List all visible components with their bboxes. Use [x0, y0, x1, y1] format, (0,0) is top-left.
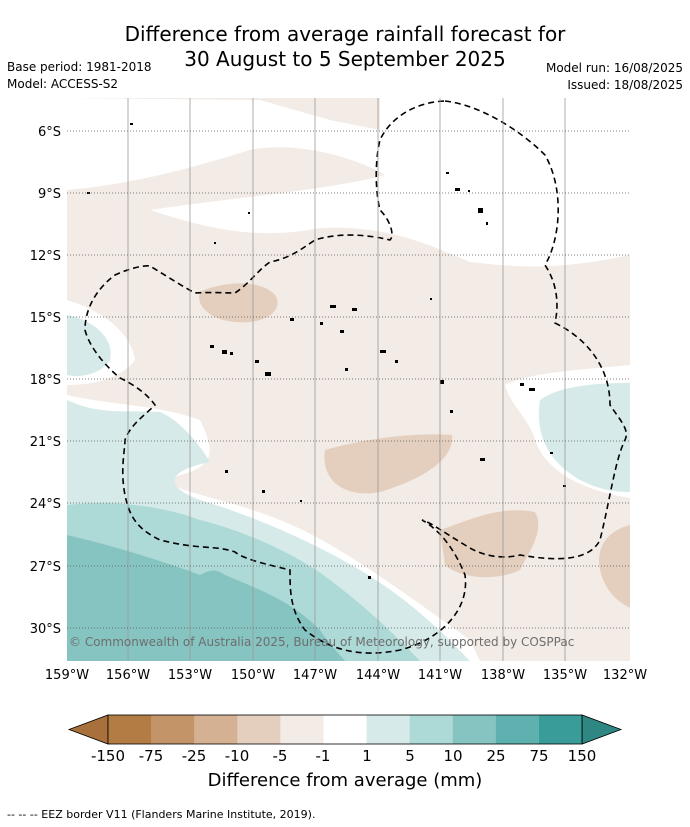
cb-tick-4: -5: [273, 747, 288, 765]
cb-tick-10: 75: [529, 747, 548, 765]
lon-labels: 159°W 156°W 153°W 150°W 147°W 144°W 141°…: [45, 668, 647, 683]
model-name: Model: ACCESS-S2: [7, 77, 119, 91]
lat-label-30s: 30°S: [30, 622, 61, 637]
lat-label-15s: 15°S: [30, 311, 61, 326]
lat-label-18s: 18°S: [30, 373, 61, 388]
colorbar-swatch: [237, 715, 281, 744]
colorbar-swatch: [194, 715, 238, 744]
eez-border-main: [84, 100, 628, 654]
cb-tick-11: 150: [568, 747, 597, 765]
lon-label-141w: 141°W: [418, 668, 462, 683]
colorbar-swatch: [108, 715, 152, 744]
colorbar-border: [107, 714, 583, 745]
colorbar-swatch: [495, 715, 540, 744]
meta-right: Model run: 16/08/2025 Issued: 18/08/2025: [546, 60, 683, 94]
wet-region-west: [67, 315, 111, 377]
title-line-1: Difference from average rainfall forecas…: [124, 22, 566, 46]
lon-label-135w: 135°W: [543, 668, 587, 683]
dry-patch-4: [599, 525, 630, 608]
lon-label-150w: 150°W: [231, 668, 275, 683]
lon-label-144w: 144°W: [356, 668, 400, 683]
cb-tick-8: 10: [443, 747, 462, 765]
map-area: [67, 98, 630, 661]
wet-region-east: [538, 383, 630, 492]
lat-label-27s: 27°S: [30, 560, 61, 575]
colorbar-swatch: [366, 715, 411, 744]
lon-label-159w: 159°W: [45, 668, 89, 683]
cb-tick-1: -75: [139, 747, 164, 765]
northern-shading: [67, 98, 380, 130]
colorbar-label: Difference from average (mm): [207, 770, 483, 791]
cb-tick-7: 5: [405, 747, 415, 765]
lat-labels: 6°S 9°S 12°S 15°S 18°S 21°S 24°S 27°S 30…: [30, 125, 61, 637]
lat-label-24s: 24°S: [30, 497, 61, 512]
dry-patch-3: [440, 510, 539, 578]
colorbar-swatch: [452, 715, 497, 744]
colorbar-swatch: [151, 715, 195, 744]
copyright-notice: © Commonwealth of Australia 2025, Bureau…: [69, 635, 574, 649]
colorbar-swatch: [280, 715, 324, 744]
cb-tick-9: 25: [486, 747, 505, 765]
base-period: Base period: 1981-2018: [7, 60, 152, 74]
lat-label-6s: 6°S: [38, 125, 61, 140]
lon-label-153w: 153°W: [168, 668, 212, 683]
lat-label-21s: 21°S: [30, 435, 61, 450]
model-run: Model run: 16/08/2025: [545, 61, 683, 75]
lon-label-147w: 147°W: [293, 668, 337, 683]
map-title: Difference from average rainfall forecas…: [0, 22, 690, 72]
meta-left: Base period: 1981-2018 Model: ACCESS-S2: [7, 59, 152, 93]
dry-patch-2: [324, 434, 453, 494]
eez-footnote: -- -- -- EEZ border V11 (Flanders Marine…: [7, 808, 316, 821]
cb-tick-3: -10: [225, 747, 250, 765]
lat-label-9s: 9°S: [38, 187, 61, 202]
lon-label-156w: 156°W: [106, 668, 150, 683]
issued-date: Issued: 18/08/2025: [567, 78, 683, 92]
cb-tick-5: -1: [316, 747, 331, 765]
lon-label-132w: 132°W: [603, 668, 647, 683]
colorbar-extend-low: [67, 714, 109, 745]
colorbar-ticks: -150 -75 -25 -10 -5 -1 1 5 10 25 75 150: [91, 747, 596, 765]
lat-label-12s: 12°S: [30, 249, 61, 264]
islands: [87, 123, 566, 579]
cb-tick-2: -25: [182, 747, 207, 765]
colorbar-swatch: [323, 715, 368, 744]
wet-region-south-3: [67, 535, 345, 661]
lon-label-138w: 138°W: [481, 668, 525, 683]
cb-tick-6: 1: [362, 747, 372, 765]
cb-tick-0: -150: [91, 747, 125, 765]
colorbar-extend-high: [581, 714, 623, 745]
colorbar-swatch: [539, 715, 583, 744]
title-line-2: 30 August to 5 September 2025: [184, 47, 506, 71]
gridlines: [67, 98, 630, 661]
colorbar: [67, 714, 623, 745]
colorbar-swatch: [409, 715, 454, 744]
neutral-region-north: [67, 98, 630, 267]
